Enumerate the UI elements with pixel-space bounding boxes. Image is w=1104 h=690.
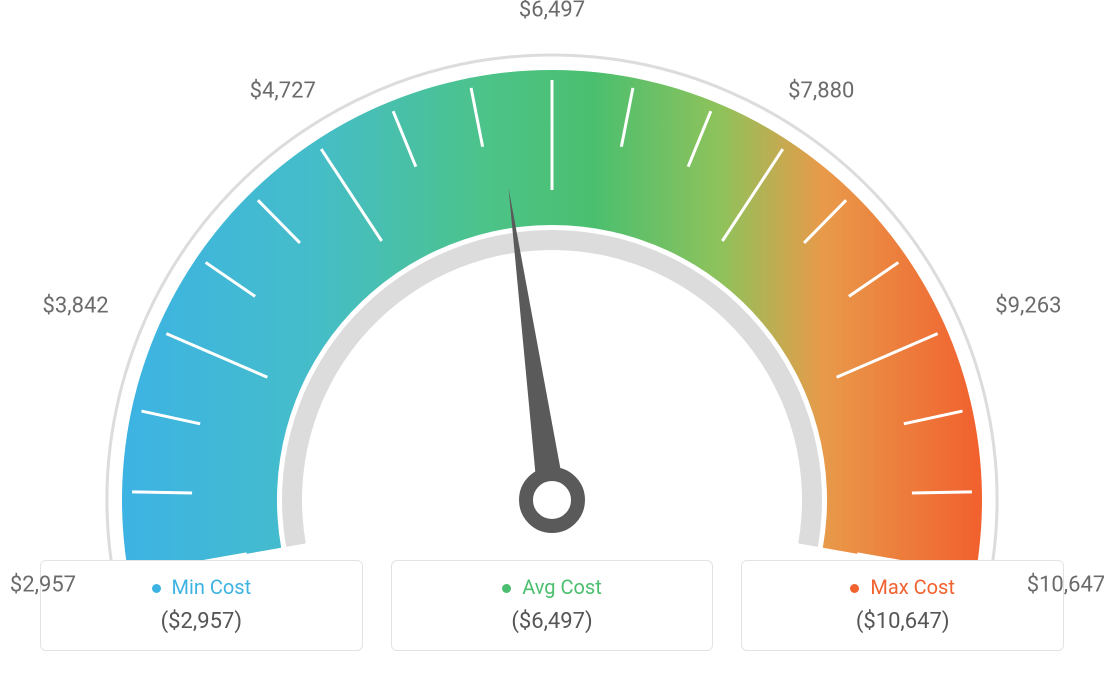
cost-cards-row: Min Cost ($2,957) Avg Cost ($6,497) Max … [0,560,1104,671]
gauge-tick-label: $10,647 [1027,573,1104,598]
avg-cost-card: Avg Cost ($6,497) [391,560,714,651]
dot-icon [152,584,161,593]
max-cost-card: Max Cost ($10,647) [741,560,1064,651]
chart-container: $2,957 $3,842 $4,727 $6,497 $7,880 $9,263 $10,… [0,0,1104,690]
gauge-minor-tick [912,492,972,493]
gauge-svg [0,0,1104,560]
max-cost-value: ($10,647) [752,609,1053,634]
avg-cost-value: ($6,497) [402,609,703,634]
gauge-tick-label: $4,727 [250,78,316,103]
gauge-tick-label: $6,497 [519,0,585,23]
gauge-area: $2,957$3,842$4,727$6,497$7,880$9,263$10,… [0,0,1104,560]
gauge-needle-hub [526,474,578,526]
min-cost-card: Min Cost ($2,957) [40,560,363,651]
min-cost-title-text: Min Cost [172,575,252,599]
dot-icon [502,584,511,593]
max-cost-title: Max Cost [752,575,1053,599]
gauge-tick-label: $7,880 [788,78,854,103]
gauge-tick-label: $2,957 [10,573,76,598]
min-cost-title: Min Cost [51,575,352,599]
gauge-tick-label: $9,263 [995,293,1061,318]
gauge-minor-tick [132,492,192,493]
min-cost-value: ($2,957) [51,609,352,634]
max-cost-title-text: Max Cost [870,575,955,599]
avg-cost-title-text: Avg Cost [522,575,602,599]
avg-cost-title: Avg Cost [402,575,703,599]
gauge-tick-label: $3,842 [43,293,109,318]
dot-icon [850,584,859,593]
